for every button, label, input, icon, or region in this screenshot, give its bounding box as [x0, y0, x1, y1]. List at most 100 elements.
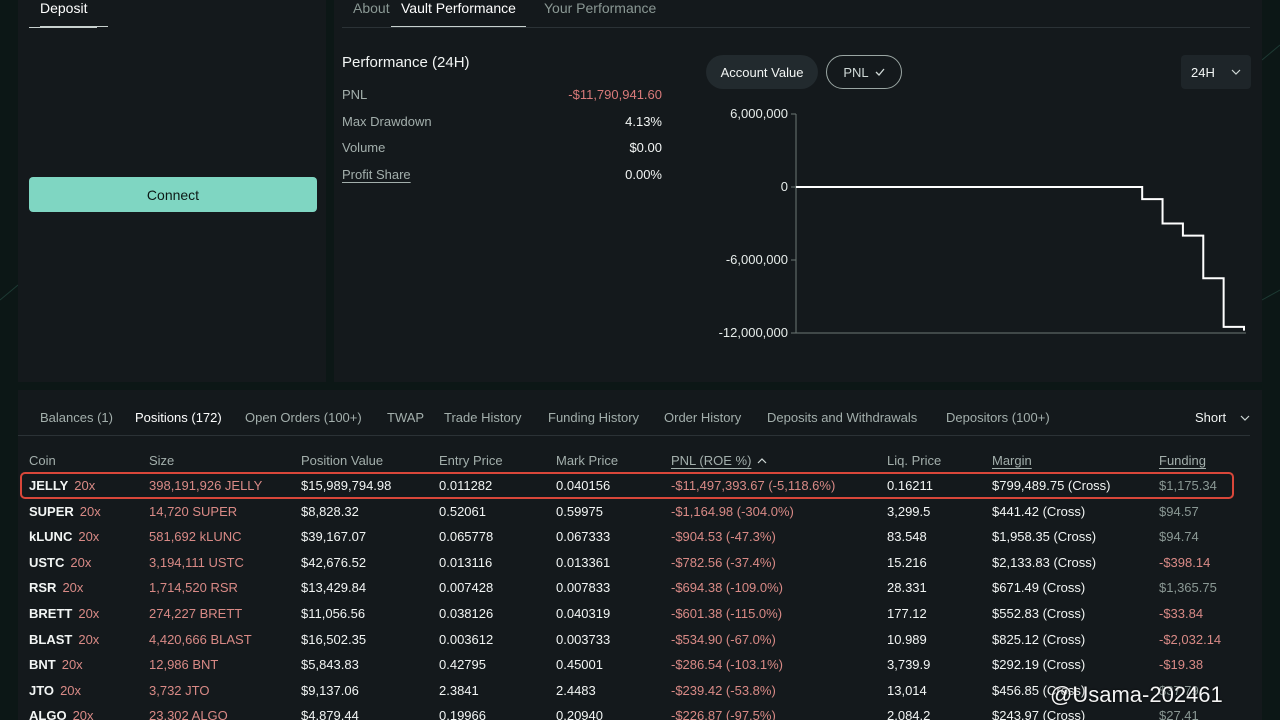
cell-value: $13,429.84 [301, 580, 367, 596]
stat-max-drawdown-value: 4.13% [625, 114, 662, 129]
coin-name[interactable]: BNT [29, 657, 56, 673]
coin-name[interactable]: BLAST [29, 631, 73, 647]
coin-name[interactable]: ALGO [29, 708, 67, 720]
cell-value: $15,989,794.98 [301, 478, 392, 493]
table-row[interactable]: ALGO 20x 23,302 ALGO $4,879.44 0.19966 0.2094… [18, 704, 1262, 720]
tab-balances[interactable]: Balances (1) [40, 410, 113, 425]
table-row[interactable]: JTO 20x 3,732 JTO $9,137.06 2.3841 2.4483 -$23… [18, 679, 1262, 704]
coin-name[interactable]: kLUNC [29, 529, 73, 545]
leverage-badge: 20x [79, 503, 101, 519]
account-value-toggle[interactable]: Account Value [706, 55, 818, 89]
table-row[interactable]: SUPER 20x 14,720 SUPER $8,828.32 0.52061 0.59… [18, 500, 1262, 525]
stat-pnl-value: -$11,790,941.60 [568, 87, 662, 102]
col-entry-price[interactable]: Entry Price [439, 453, 503, 468]
tab-funding-history[interactable]: Funding History [548, 410, 640, 425]
coin-name[interactable]: JELLY [29, 478, 69, 493]
cell-margin: $825.12 (Cross) [992, 631, 1086, 647]
col-mark-price[interactable]: Mark Price [556, 453, 619, 468]
cell-liq: 3,739.9 [887, 657, 931, 673]
cell-pnl: -$782.56 (-37.4%) [671, 554, 776, 570]
cell-liq: 177.12 [887, 606, 927, 621]
coin-name[interactable]: RSR [29, 580, 57, 596]
cell-mark: 0.040319 [556, 606, 611, 621]
table-row[interactable]: BRETT 20x 274,227 BRETT $11,056.56 0.038126 0… [18, 602, 1262, 627]
cell-mark: 2.4483 [556, 682, 596, 698]
table-row[interactable]: BNT 20x 12,986 BNT $5,843.83 0.42795 0.45001 -… [18, 653, 1262, 678]
cell-margin: $799,489.75 (Cross) [992, 478, 1111, 493]
cell-coin: USTC 20x [29, 555, 91, 570]
table-row[interactable]: BLAST 20x 4,420,666 BLAST $16,502.35 0.00361… [18, 628, 1262, 653]
col-coin[interactable]: Coin [29, 453, 56, 468]
table-row[interactable]: kLUNC 20x 581,692 kLUNC $39,167.07 0.065778 0… [18, 525, 1262, 550]
y-tick-label: 0 [781, 179, 788, 194]
leverage-badge: 20x [70, 554, 92, 570]
tab-trade-history[interactable]: Trade History [444, 410, 522, 425]
cell-funding: $1,175.34 [1159, 478, 1217, 493]
tab-open-orders[interactable]: Open Orders (100+) [245, 410, 362, 425]
table-row[interactable]: USTC 20x 3,194,111 USTC $42,676.52 0.013116 0… [18, 551, 1262, 576]
cell-pnl: -$601.38 (-115.0%) [671, 606, 783, 621]
col-liq-price[interactable]: Liq. Price [887, 453, 942, 468]
cell-mark: 0.59975 [556, 503, 603, 519]
tab-order-history[interactable]: Order History [664, 410, 742, 425]
tab-about[interactable]: About [353, 0, 390, 16]
coin-name[interactable]: BRETT [29, 606, 73, 621]
cell-entry: 0.038126 [439, 606, 494, 621]
performance-title: Performance (24H) [342, 54, 470, 71]
perf-tabs-divider [342, 27, 1250, 28]
cell-liq: 0.16211 [887, 478, 934, 493]
tab-your-performance[interactable]: Your Performance [544, 0, 657, 16]
leverage-badge: 20x [78, 529, 100, 545]
time-range-select[interactable]: 24H [1181, 55, 1251, 89]
tab-deposits-withdrawals[interactable]: Deposits and Withdrawals [767, 410, 918, 425]
y-tick-label: 6,000,000 [730, 106, 788, 121]
cell-coin: RSR 20x [29, 580, 83, 595]
cell-margin: $243.97 (Cross) [992, 708, 1086, 720]
cell-coin: BLAST 20x [29, 632, 99, 647]
col-margin[interactable]: Margin [992, 453, 1032, 468]
col-size[interactable]: Size [149, 453, 175, 468]
cell-funding: $37.79 [1159, 682, 1199, 698]
cell-size: 12,986 BNT [149, 657, 219, 673]
cell-size: 3,194,111 USTC [149, 554, 244, 570]
table-row[interactable]: RSR 20x 1,714,520 RSR $13,429.84 0.007428 0.0… [18, 576, 1262, 601]
tab-positions[interactable]: Positions (172) [135, 410, 222, 425]
chevron-down-icon [1240, 415, 1250, 421]
direction-filter-select[interactable]: Short [1195, 410, 1250, 425]
cell-coin: ALGO 20x [29, 708, 94, 720]
cell-entry: 0.42795 [439, 657, 486, 673]
cell-margin: $2,133.83 (Cross) [992, 554, 1097, 570]
cell-mark: 0.003733 [556, 631, 611, 647]
cell-liq: 13,014 [887, 682, 927, 698]
cell-size: 23,302 ALGO [149, 708, 228, 720]
vault-performance-panel: About Vault Performance Your Performance… [334, 0, 1262, 382]
tab-twap[interactable]: TWAP [387, 410, 425, 425]
table-row[interactable]: JELLY 20x 398,191,926 JELLY $15,989,794.98 0… [18, 474, 1262, 499]
stat-profit-share-value: 0.00% [625, 167, 662, 182]
cell-mark: 0.040156 [556, 478, 611, 493]
cell-size: 3,732 JTO [149, 682, 210, 698]
profit-share-link[interactable]: Profit Share [342, 167, 411, 182]
connect-button[interactable]: Connect [29, 177, 317, 212]
tab-vault-performance[interactable]: Vault Performance [391, 0, 526, 27]
tab-deposit[interactable]: Deposit [40, 0, 108, 27]
col-pnl-roe[interactable]: PNL (ROE %) [671, 453, 767, 468]
cell-coin: kLUNC 20x [29, 529, 99, 544]
cell-funding: $27.41 [1159, 708, 1199, 720]
cell-value: $16,502.35 [301, 631, 367, 647]
pnl-chart: 6,000,000 0 -6,000,000 -12,000,000 [719, 106, 1246, 340]
cell-funding: $94.57 [1159, 503, 1199, 519]
tab-depositors[interactable]: Depositors (100+) [946, 410, 1050, 425]
cell-pnl: -$239.42 (-53.8%) [671, 682, 776, 698]
pnl-series-line [796, 186, 1245, 331]
coin-name[interactable]: USTC [29, 554, 65, 570]
leverage-badge: 20x [60, 682, 82, 698]
col-position-value[interactable]: Position Value [301, 453, 384, 468]
pnl-toggle[interactable]: PNL [826, 55, 902, 89]
col-funding[interactable]: Funding [1159, 453, 1206, 468]
cell-size: 581,692 kLUNC [149, 529, 242, 545]
cell-entry: 0.013116 [439, 554, 493, 570]
coin-name[interactable]: SUPER [29, 503, 74, 519]
coin-name[interactable]: JTO [29, 682, 55, 698]
watermark-text: @Usama-202461 [1050, 682, 1223, 707]
